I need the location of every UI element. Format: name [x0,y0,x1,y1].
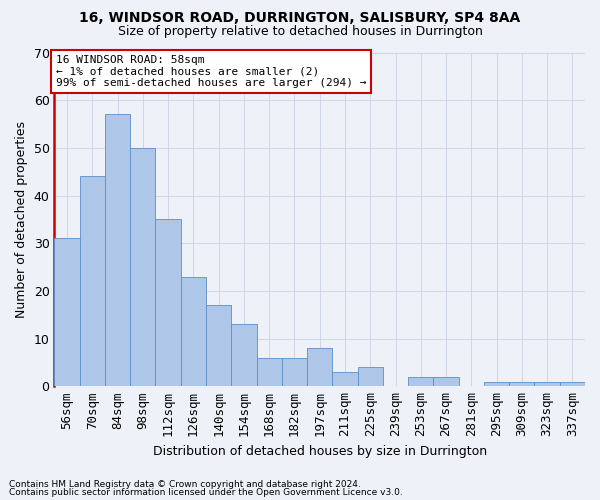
X-axis label: Distribution of detached houses by size in Durrington: Distribution of detached houses by size … [152,444,487,458]
Bar [560,382,585,386]
Bar [55,238,80,386]
Bar [408,377,433,386]
Bar [358,367,383,386]
Bar [231,324,257,386]
Text: Size of property relative to detached houses in Durrington: Size of property relative to detached ho… [118,25,482,38]
Text: 16 WINDSOR ROAD: 58sqm
← 1% of detached houses are smaller (2)
99% of semi-detac: 16 WINDSOR ROAD: 58sqm ← 1% of detached … [56,55,366,88]
Bar [155,220,181,386]
Y-axis label: Number of detached properties: Number of detached properties [15,121,28,318]
Bar [105,114,130,386]
Bar [509,382,535,386]
Text: Contains public sector information licensed under the Open Government Licence v3: Contains public sector information licen… [9,488,403,497]
Bar [484,382,509,386]
Bar [206,305,231,386]
Bar [181,276,206,386]
Bar [433,377,458,386]
Text: 16, WINDSOR ROAD, DURRINGTON, SALISBURY, SP4 8AA: 16, WINDSOR ROAD, DURRINGTON, SALISBURY,… [79,11,521,25]
Bar [257,358,282,386]
Bar [535,382,560,386]
Text: Contains HM Land Registry data © Crown copyright and database right 2024.: Contains HM Land Registry data © Crown c… [9,480,361,489]
Bar [80,176,105,386]
Bar [130,148,155,386]
Bar [332,372,358,386]
Bar [282,358,307,386]
Bar [307,348,332,387]
